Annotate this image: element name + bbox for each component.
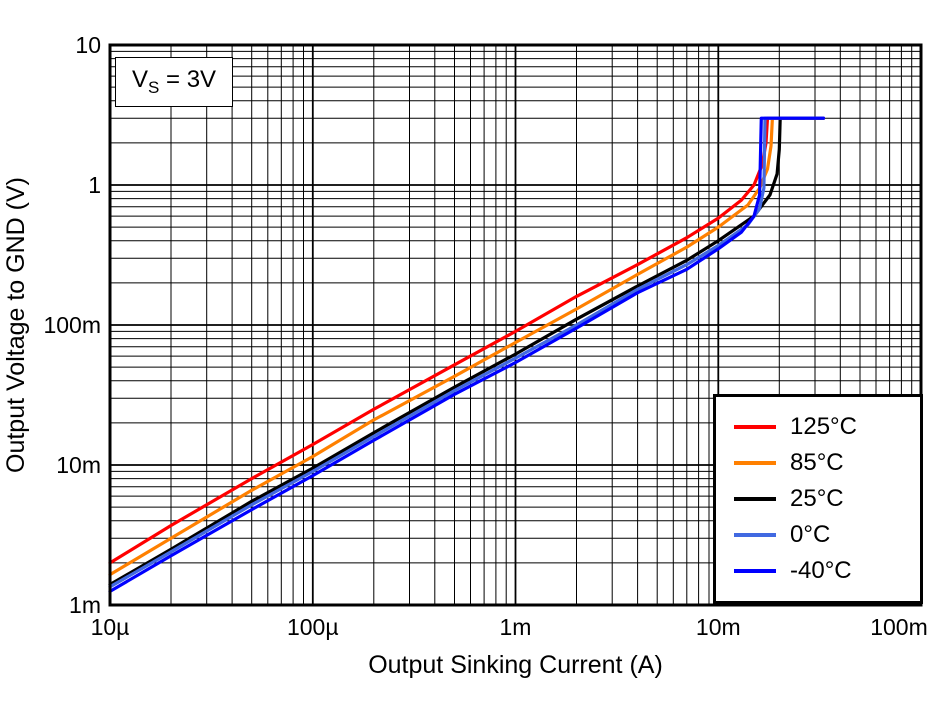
series-line-25C xyxy=(108,116,826,587)
x-tick-label: 100µ xyxy=(287,614,339,640)
x-tick-label: 10m xyxy=(696,614,741,640)
legend-label: 25°C xyxy=(790,485,844,512)
y-tick-label: 10m xyxy=(56,452,101,478)
legend-item--40C: -40°C xyxy=(734,553,920,589)
y-tick-label: 1 xyxy=(88,172,101,198)
legend-label: 125°C xyxy=(790,413,857,440)
legend-label: 85°C xyxy=(790,449,844,476)
x-tick-label: 10µ xyxy=(91,614,130,640)
legend: 125°C 85°C 25°C 0°C -40°C xyxy=(713,394,923,604)
legend-line-swatch xyxy=(734,569,776,573)
legend-line-swatch xyxy=(734,461,776,465)
series-line-0C xyxy=(108,116,826,589)
y-axis-label: Output Voltage to GND (V) xyxy=(2,177,30,473)
legend-item-85C: 85°C xyxy=(734,445,920,481)
annotation-pre: V xyxy=(132,66,149,93)
x-axis-label: Output Sinking Current (A) xyxy=(368,651,663,679)
supply-voltage-annotation: VS = 3V xyxy=(115,57,234,107)
series-line--40C xyxy=(108,116,826,594)
legend-line-swatch xyxy=(734,425,776,429)
y-tick-label: 10 xyxy=(75,32,101,58)
y-tick-label: 100m xyxy=(43,312,101,338)
legend-line-swatch xyxy=(734,497,776,501)
x-tick-label: 100m xyxy=(870,614,928,640)
legend-label: -40°C xyxy=(790,557,852,584)
annotation-sub: S xyxy=(148,77,160,97)
annotation-post: = 3V xyxy=(159,66,217,93)
plot-frame xyxy=(108,43,923,607)
legend-item-0C: 0°C xyxy=(734,517,920,553)
legend-label: 0°C xyxy=(790,521,831,548)
series-line-85C xyxy=(108,116,826,577)
legend-item-125C: 125°C xyxy=(734,409,920,445)
y-tick-label: 1m xyxy=(69,592,101,618)
legend-item-25C: 25°C xyxy=(734,481,920,517)
x-tick-label: 1m xyxy=(500,614,532,640)
legend-line-swatch xyxy=(734,533,776,537)
